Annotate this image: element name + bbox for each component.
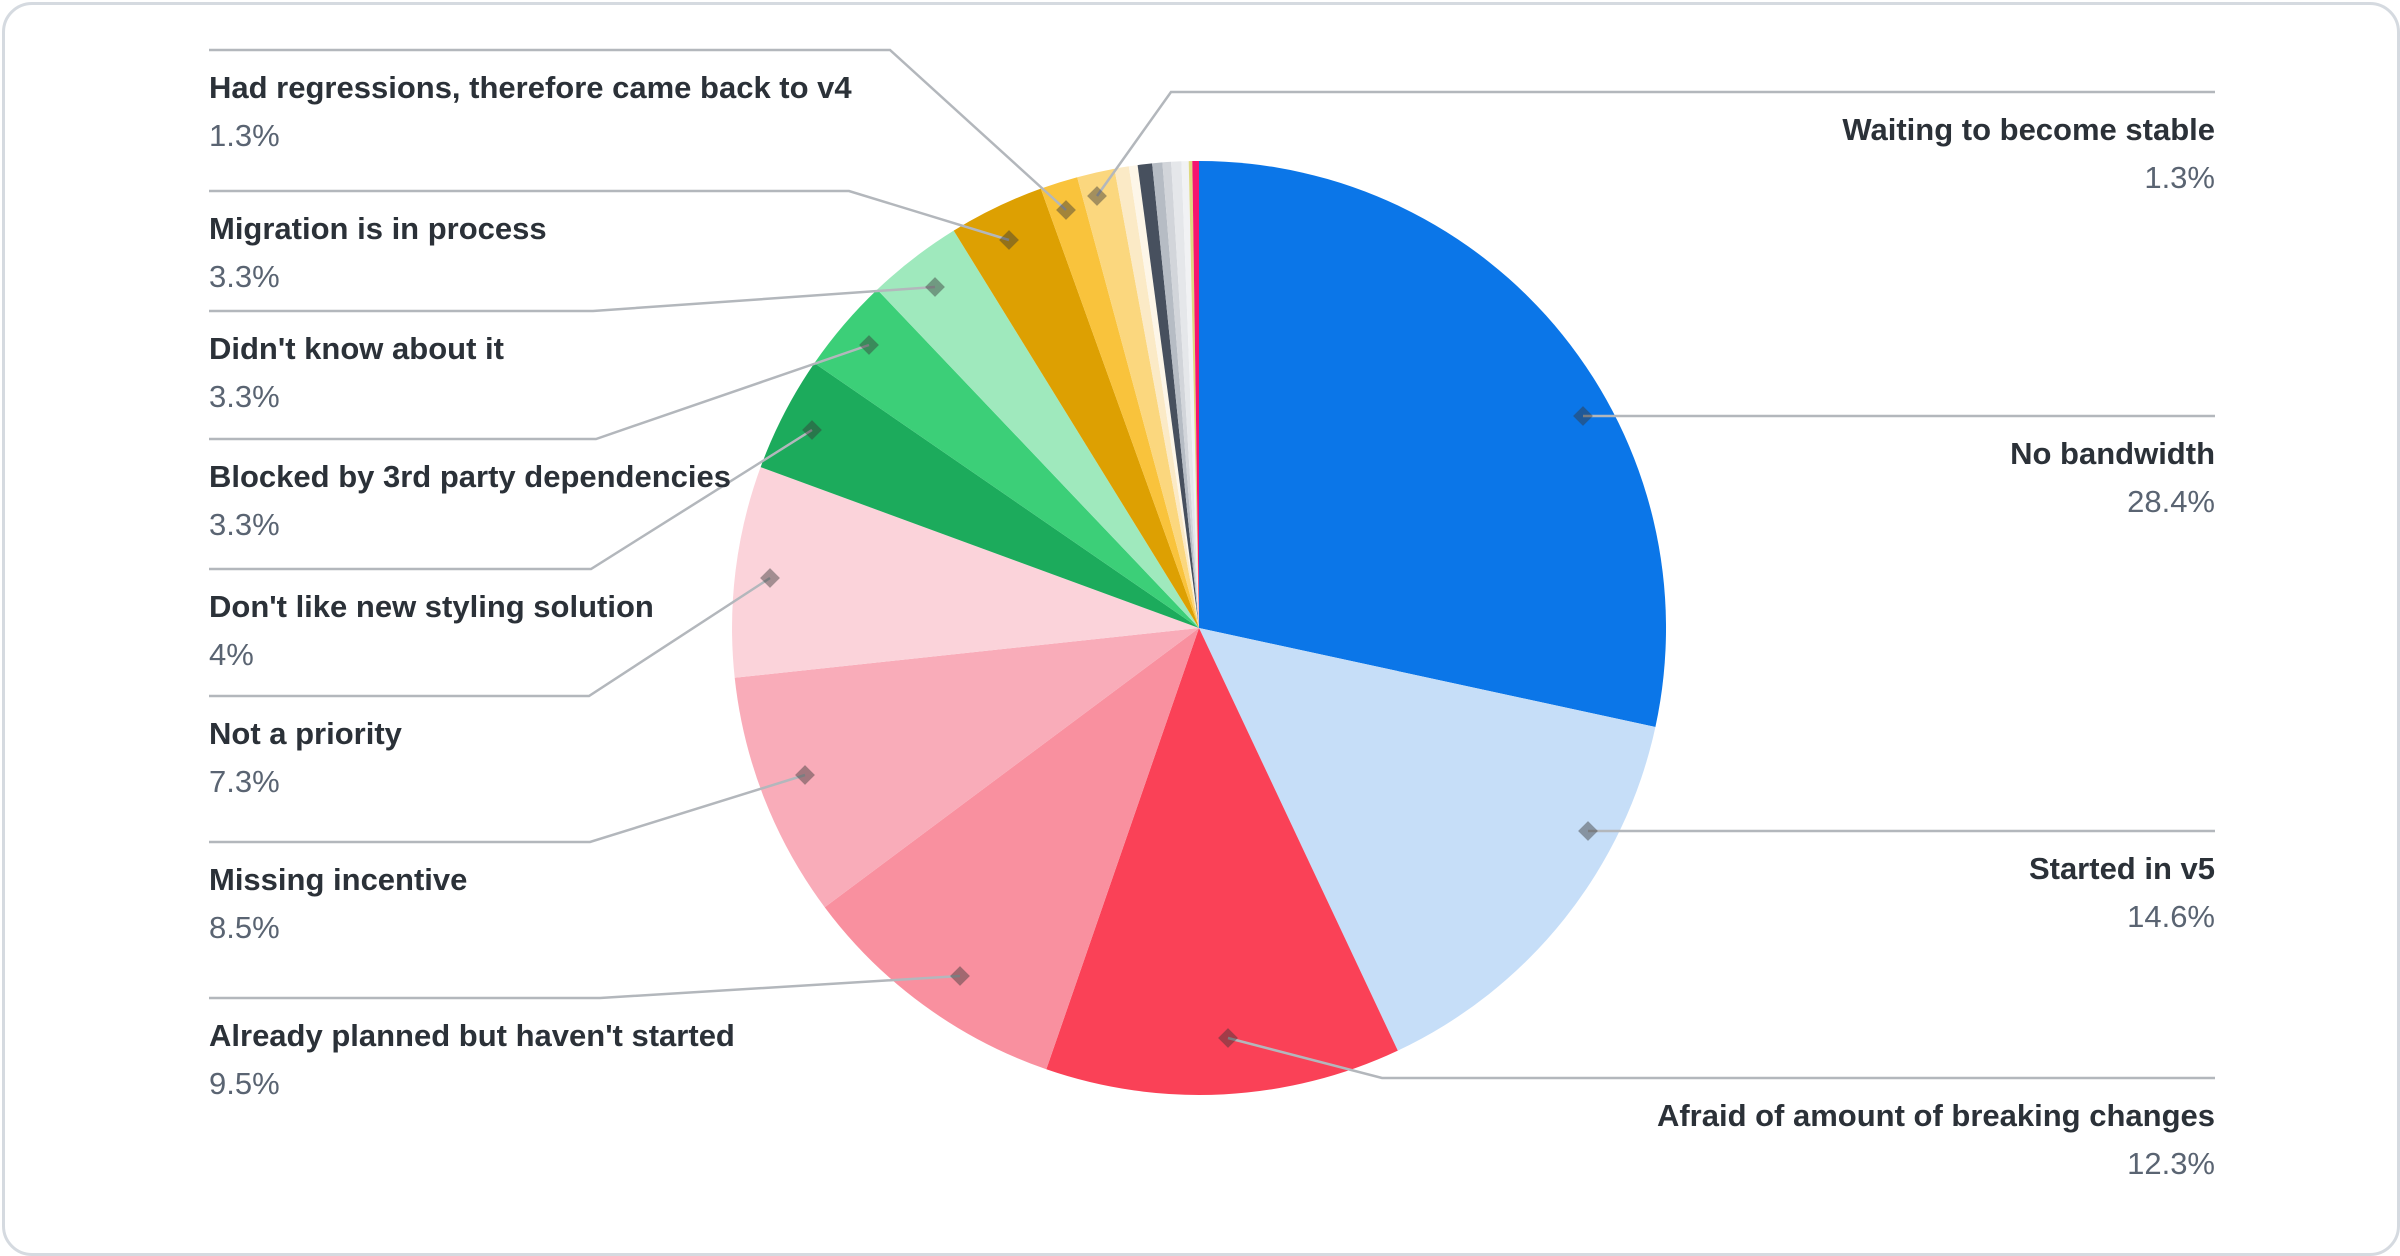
leader-line-missing-incentive xyxy=(209,773,806,844)
pie-slice-missing-incentive[interactable] xyxy=(734,628,1199,908)
slice-marker-not-a-priority xyxy=(760,568,780,588)
slice-marker-didnt-know xyxy=(925,277,945,297)
leader-line-waiting-stable xyxy=(1095,90,2215,197)
slice-label: Don't like new styling solution xyxy=(209,589,654,624)
slice-label: Migration is in process xyxy=(209,211,547,246)
leader-line-didnt-know xyxy=(209,285,936,313)
slice-marker-no-bandwidth xyxy=(1573,406,1593,426)
pie-slice-afraid-breaking[interactable] xyxy=(1046,628,1398,1095)
callout-started-in-v5: Started in v5 14.6% xyxy=(2029,849,2215,937)
pie-slice-other-1[interactable] xyxy=(1114,166,1199,629)
slice-label: Started in v5 xyxy=(2028,851,2215,886)
slice-marker-waiting-stable xyxy=(1087,186,1107,206)
leader-line-migration-process xyxy=(209,189,1010,242)
callout-no-bandwidth: No bandwidth 28.4% xyxy=(2010,434,2215,522)
pie-slice-had-regressions[interactable] xyxy=(1040,177,1199,628)
slice-percentage: 3.3% xyxy=(209,259,280,294)
slice-percentage: 12.3% xyxy=(2127,1146,2215,1181)
pie-slice-other-4[interactable] xyxy=(1152,162,1199,628)
slice-percentage: 14.6% xyxy=(2127,899,2215,934)
pie-slice-not-a-priority[interactable] xyxy=(732,467,1199,678)
callout-not-a-priority: Not a priority 7.3% xyxy=(209,714,402,802)
pie-slices xyxy=(732,160,1667,1095)
slice-label: Didn't know about it xyxy=(209,331,504,366)
slice-percentage: 3.3% xyxy=(209,379,280,414)
slice-marker-dont-like-styling xyxy=(802,420,822,440)
leader-lines xyxy=(209,48,2215,1080)
callout-blocked-3rd-party: Blocked by 3rd party dependencies 3.3% xyxy=(209,457,731,545)
slice-percentage: 8.5% xyxy=(209,910,280,945)
slice-marker-had-regressions xyxy=(1056,200,1076,220)
slice-label: Already planned but haven't started xyxy=(209,1018,735,1053)
callout-migration-process: Migration is in process 3.3% xyxy=(209,209,547,297)
slice-marker-already-planned xyxy=(950,966,970,986)
leader-line-afraid-breaking xyxy=(1227,1036,2215,1080)
pie-slice-other-8[interactable] xyxy=(1188,161,1199,628)
leader-line-already-planned xyxy=(209,974,961,1000)
callout-waiting-stable: Waiting to become stable 1.3% xyxy=(1842,110,2215,198)
callout-missing-incentive: Missing incentive 8.5% xyxy=(209,860,467,948)
pie-slice-waiting-stable[interactable] xyxy=(1077,168,1199,628)
pie-slice-migration-process[interactable] xyxy=(953,188,1199,628)
leader-line-blocked-3rd-party xyxy=(209,343,870,441)
slice-label: Not a priority xyxy=(209,716,402,751)
pie-slice-other-6[interactable] xyxy=(1171,161,1199,629)
pie-slice-other-9[interactable] xyxy=(1192,160,1199,628)
pie-slice-blocked-3rd-party[interactable] xyxy=(814,289,1199,628)
slice-label: Missing incentive xyxy=(209,862,468,897)
callout-didnt-know: Didn't know about it 3.3% xyxy=(209,329,504,417)
slice-marker-afraid-breaking xyxy=(1218,1028,1238,1048)
slice-label: Blocked by 3rd party dependencies xyxy=(209,459,732,494)
pie-slice-other-5[interactable] xyxy=(1162,161,1199,629)
slice-label: Had regressions, therefore came back to … xyxy=(209,70,852,105)
callout-had-regressions: Had regressions, therefore came back to … xyxy=(209,68,852,156)
leader-line-had-regressions xyxy=(209,48,1067,211)
slice-label: Waiting to become stable xyxy=(1842,112,2215,147)
callout-dont-like-styling: Don't like new styling solution 4% xyxy=(209,587,654,675)
pie-slice-other-7[interactable] xyxy=(1181,161,1199,628)
slice-percentage: 3.3% xyxy=(209,507,280,542)
slice-marker-missing-incentive xyxy=(795,765,815,785)
slice-percentage: 28.4% xyxy=(2127,484,2215,519)
slice-label: Afraid of amount of breaking changes xyxy=(1656,1098,2215,1133)
slice-marker-started-in-v5 xyxy=(1578,821,1598,841)
slice-label: No bandwidth xyxy=(2010,436,2215,471)
leader-line-not-a-priority xyxy=(209,576,771,698)
pie-slice-other-3[interactable] xyxy=(1137,163,1199,628)
slice-percentage: 1.3% xyxy=(2144,160,2215,195)
slice-percentage: 7.3% xyxy=(209,764,280,799)
pie-slice-already-planned[interactable] xyxy=(824,628,1199,1070)
callout-already-planned: Already planned but haven't started 9.5% xyxy=(209,1016,735,1104)
slice-percentage: 1.3% xyxy=(209,118,280,153)
slice-marker-blocked-3rd-party xyxy=(859,335,879,355)
leader-line-dont-like-styling xyxy=(209,428,813,571)
pie-slice-didnt-know[interactable] xyxy=(877,230,1199,628)
slice-percentage: 4% xyxy=(209,637,254,672)
callout-afraid-breaking: Afraid of amount of breaking changes 12.… xyxy=(1657,1096,2215,1184)
pie-slice-no-bandwidth[interactable] xyxy=(1199,161,1667,727)
slice-percentage: 9.5% xyxy=(209,1066,280,1101)
pie-slice-other-2[interactable] xyxy=(1128,165,1199,628)
pie-slice-dont-like-styling[interactable] xyxy=(760,363,1199,628)
pie-slice-started-in-v5[interactable] xyxy=(1199,628,1656,1051)
